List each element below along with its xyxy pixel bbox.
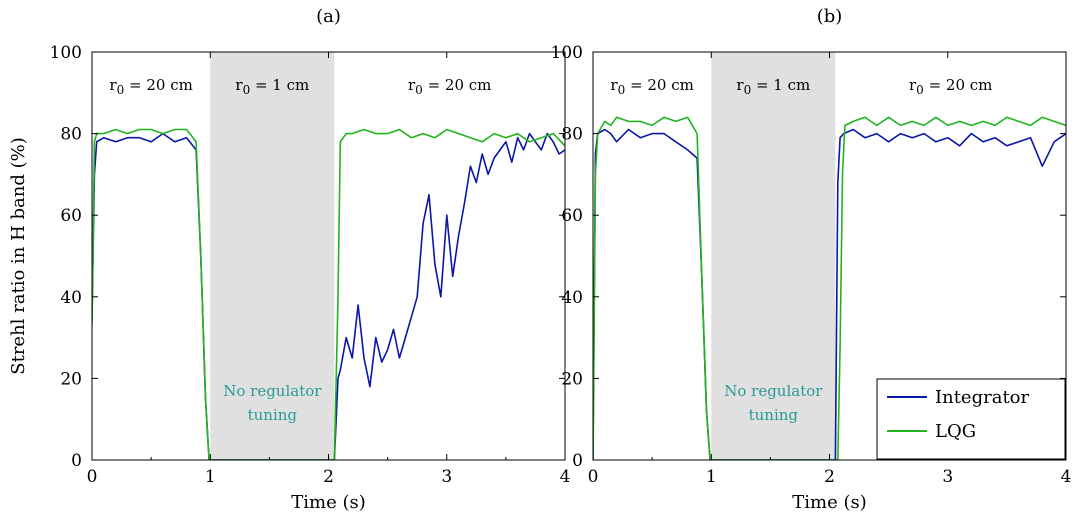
- y-tick-label: 0: [71, 451, 82, 471]
- x-tick-label: 0: [87, 467, 98, 487]
- legend: Integrator LQG: [876, 378, 1066, 460]
- shaded-region: [711, 52, 836, 460]
- region-label: r0 = 1 cm: [736, 76, 810, 97]
- legend-entry: LQG: [935, 421, 976, 442]
- panel-title: (b): [817, 6, 843, 27]
- series-line-lqg: [593, 116, 1066, 460]
- region-label: r0 = 1 cm: [235, 76, 309, 97]
- x-tick-label: 3: [441, 467, 452, 487]
- note-line1: No regulator: [724, 382, 823, 400]
- y-tick-label: 100: [551, 43, 583, 63]
- x-tick-label: 2: [824, 467, 835, 487]
- y-tick-label: 0: [572, 451, 583, 471]
- x-tick-label: 2: [323, 467, 334, 487]
- y-axis-label: Strehl ratio in H band (%): [8, 137, 29, 375]
- region-label: r0 = 20 cm: [109, 76, 192, 97]
- y-tick-label: 100: [50, 43, 82, 63]
- x-axis-label: Time (s): [291, 492, 366, 513]
- x-tick-label: 3: [942, 467, 953, 487]
- y-tick-label: 20: [561, 369, 583, 389]
- note-line2: tuning: [248, 406, 298, 424]
- x-axis-label: Time (s): [792, 492, 867, 513]
- region-label: r0 = 20 cm: [408, 76, 491, 97]
- note-line1: No regulator: [223, 382, 322, 400]
- region-label: r0 = 20 cm: [909, 76, 992, 97]
- y-tick-label: 80: [561, 125, 583, 145]
- y-tick-label: 20: [60, 369, 82, 389]
- x-tick-label: 0: [588, 467, 599, 487]
- x-tick-label: 4: [560, 467, 571, 487]
- y-tick-label: 60: [60, 206, 82, 226]
- y-tick-label: 40: [561, 288, 583, 308]
- shaded-region: [210, 52, 335, 460]
- legend-entry: Integrator: [935, 387, 1030, 408]
- region-label: r0 = 20 cm: [610, 76, 693, 97]
- series-line-integrator: [92, 132, 565, 460]
- series-line-lqg: [92, 128, 565, 460]
- x-tick-label: 1: [205, 467, 216, 487]
- legend-box: [876, 378, 1066, 460]
- x-tick-label: 1: [706, 467, 717, 487]
- y-tick-label: 40: [60, 288, 82, 308]
- y-tick-label: 60: [561, 206, 583, 226]
- y-tick-label: 80: [60, 125, 82, 145]
- x-tick-label: 4: [1061, 467, 1072, 487]
- note-line2: tuning: [749, 406, 799, 424]
- panel-title: (a): [316, 6, 341, 27]
